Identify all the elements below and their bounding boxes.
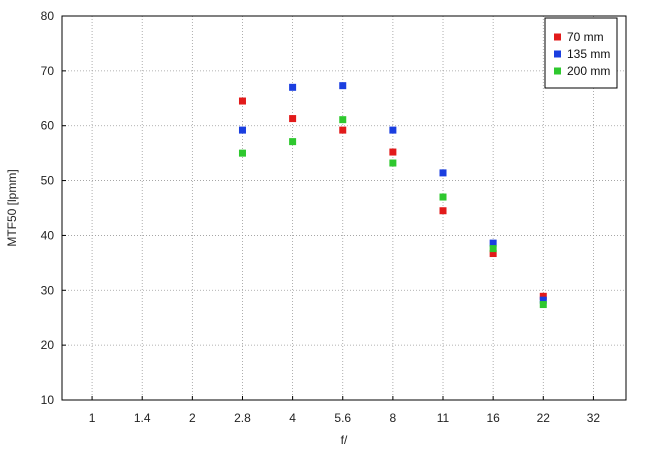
legend-label: 70 mm [567, 30, 604, 44]
x-tick-label: 2 [189, 411, 196, 425]
data-point-series-3 [539, 301, 547, 309]
y-tick-label: 80 [41, 9, 55, 23]
data-point-series-1 [389, 148, 397, 156]
data-point-series-2 [539, 296, 547, 304]
legend-swatch [554, 50, 561, 58]
y-tick-label: 50 [41, 174, 55, 188]
data-point-series-2 [339, 82, 347, 90]
plot-frame [61, 15, 627, 401]
x-tick-label: 4 [289, 411, 296, 425]
grid [62, 16, 626, 400]
y-tick-label: 20 [41, 338, 55, 352]
legend-label: 135 mm [567, 47, 610, 61]
data-point-series-2 [489, 239, 497, 247]
x-tick-label: 22 [537, 411, 551, 425]
data-point-series-3 [489, 245, 497, 253]
data-point-series-2 [238, 126, 246, 134]
y-axis-title: MTF50 [lpmm] [5, 169, 19, 246]
data-points [238, 82, 547, 309]
x-tick-label: 11 [437, 411, 450, 425]
legend-swatch [554, 33, 561, 41]
x-tick-label: 2.8 [234, 411, 251, 425]
data-point-series-2 [289, 83, 297, 91]
x-axis-title: f/ [341, 433, 348, 447]
x-tick-label: 1.4 [134, 411, 151, 425]
data-point-series-3 [238, 149, 246, 157]
legend-swatch [554, 67, 561, 75]
x-tick-label: 32 [587, 411, 601, 425]
x-tick-label: 5.6 [334, 411, 351, 425]
y-tick-label: 60 [41, 119, 55, 133]
x-tick-label: 1 [89, 411, 96, 425]
y-tick-label: 40 [41, 228, 55, 242]
x-tick-label: 8 [390, 411, 397, 425]
data-point-series-3 [439, 193, 447, 201]
y-tick-label: 70 [41, 64, 55, 78]
data-point-series-1 [439, 207, 447, 215]
data-point-series-3 [339, 116, 347, 124]
data-point-series-2 [389, 126, 397, 134]
data-point-series-1 [539, 292, 547, 300]
y-tick-label: 30 [41, 283, 55, 297]
data-point-series-1 [238, 97, 246, 105]
data-point-series-1 [289, 115, 297, 123]
y-tick-label: 10 [41, 393, 55, 407]
data-point-series-1 [339, 126, 347, 134]
data-point-series-3 [389, 159, 397, 167]
x-tick-label: 16 [486, 411, 500, 425]
data-point-series-3 [289, 138, 297, 146]
legend: 70 mm 135 mm 200 mm [544, 17, 618, 89]
axis-ticks: 1 1.4 2 2.8 4 5.6 8 11 16 22 32 10 20 30 40 50 60 70 80 [41, 9, 601, 425]
legend-label: 200 mm [567, 64, 610, 78]
data-point-series-1 [489, 250, 497, 258]
data-point-series-2 [439, 169, 447, 177]
